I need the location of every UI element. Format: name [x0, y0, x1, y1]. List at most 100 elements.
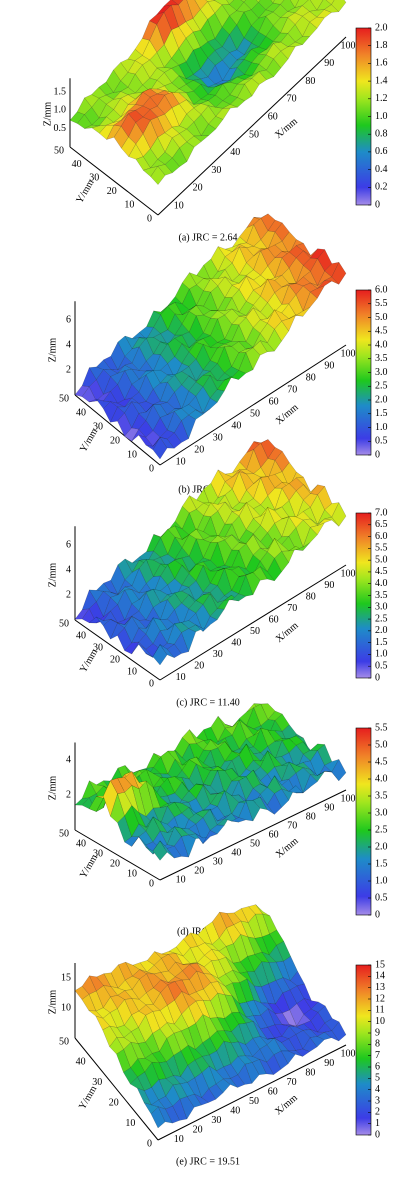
y-tick-label: 50 [59, 1036, 69, 1047]
colorbar-tick-label: 0.5 [375, 661, 388, 672]
x-tick-label: 90 [324, 360, 334, 371]
colorbar-tick-label: 0 [375, 672, 380, 683]
colorbar-tick-label: 6 [375, 1061, 380, 1072]
colorbar-tick-label: 9 [375, 1027, 380, 1038]
colorbar-tick-label: 1.2 [375, 93, 388, 104]
surface-cell [295, 476, 311, 493]
surface-cell [289, 0, 300, 9]
colorbar-tick-label: 1.5 [375, 858, 388, 869]
z-axis-label: Z/mm [47, 338, 58, 363]
y-tick-label: 10 [124, 200, 134, 211]
colorbar-tick-label: 4.0 [375, 773, 388, 784]
colorbar-tick-label: 2.0 [375, 394, 388, 405]
y-tick-label: 40 [76, 1057, 86, 1068]
x-tick-label: 10 [176, 874, 186, 885]
colorbar-tick-label: 7 [375, 1050, 380, 1061]
y-tick-label: 30 [93, 848, 103, 859]
z-axis-label: Z/mm [42, 102, 53, 127]
z-axis-label: Z/mm [47, 990, 58, 1015]
x-tick-label: 20 [193, 1124, 203, 1135]
surface-cell [272, 0, 285, 5]
surface-cell [270, 0, 275, 4]
x-tick-label: 30 [213, 432, 223, 443]
x-tick-label: 40 [231, 847, 241, 858]
surface-cell [255, 904, 271, 917]
colorbar-tick-label: 12 [375, 993, 385, 1004]
colorbar-tick-label: 2 [375, 1107, 380, 1118]
y-tick-label: 50 [59, 828, 69, 839]
colorbar-tick-label: 4.5 [375, 326, 388, 337]
surface-cell [186, 0, 201, 19]
x-axis [159, 789, 347, 881]
colorbar-tick-label: 0 [375, 449, 380, 460]
colorbar-tick-label: 5.0 [375, 739, 388, 750]
z-tick-label: 6 [66, 539, 71, 550]
colorbar-tick-label: 1 [375, 1118, 380, 1129]
surface-cell [290, 970, 305, 987]
colorbar-tick-label: 1.5 [375, 408, 388, 419]
colorbar-tick-label: 3.5 [375, 353, 388, 364]
surface-cell [331, 261, 347, 285]
colorbar-tick-label: 0 [375, 199, 380, 210]
y-tick-label: 10 [125, 1118, 135, 1129]
colorbar-tick-label: 3.0 [375, 807, 388, 818]
x-tick-label: 60 [269, 614, 279, 625]
colorbar-tick-label: 0.6 [375, 146, 388, 157]
x-tick-label: 80 [306, 591, 316, 602]
x-tick-label: 90 [324, 802, 334, 813]
x-tick-label: 90 [324, 580, 334, 591]
colorbar-tick-label: 10 [375, 1016, 385, 1027]
y-axis-label: Y/mm [78, 647, 100, 675]
y-axis [69, 146, 159, 216]
y-tick-label: 0 [147, 1138, 152, 1149]
colorbar-tick-label: 3.0 [375, 602, 388, 613]
x-tick-label: 80 [305, 76, 315, 87]
z-tick-label: 0.5 [54, 123, 67, 134]
z-tick-label: 1.5 [54, 86, 67, 97]
surface-cell [226, 0, 235, 5]
y-tick-label: 20 [110, 858, 120, 869]
x-tick-label: 70 [287, 820, 297, 831]
y-tick-label: 50 [54, 145, 64, 156]
y-tick-label: 50 [59, 618, 69, 629]
x-tick-label: 60 [268, 111, 278, 122]
y-tick-label: 40 [76, 407, 86, 418]
x-axis [157, 36, 347, 216]
x-tick-label: 10 [174, 200, 184, 211]
y-tick-label: 10 [127, 449, 137, 460]
x-tick-label: 50 [249, 129, 259, 140]
y-tick-label: 20 [110, 654, 120, 665]
x-tick-label: 80 [305, 1067, 315, 1078]
x-tick-label: 30 [213, 856, 223, 867]
colorbar-tick-label: 0 [375, 909, 380, 920]
surface-cell [331, 0, 347, 13]
surface-cell [267, 219, 283, 233]
x-tick-label: 50 [250, 408, 260, 419]
colorbar-tick-label: 1.4 [375, 75, 388, 86]
colorbar-tick-label: 3.0 [375, 367, 388, 378]
x-tick-label: 20 [194, 865, 204, 876]
colorbar-tick-label: 5.0 [375, 312, 388, 323]
x-tick-label: 30 [213, 649, 223, 660]
colorbar-tick-label: 0.5 [375, 436, 388, 447]
y-tick-label: 20 [109, 1097, 119, 1108]
x-tick-label: 70 [287, 1077, 297, 1088]
y-tick-label: 20 [107, 186, 117, 197]
x-tick-label: 10 [176, 456, 186, 467]
colorbar-tick-label: 0.5 [375, 892, 388, 903]
colorbar [355, 964, 372, 1136]
surface-cell [324, 759, 340, 773]
z-axis-label: Z/mm [47, 776, 58, 801]
colorbar-tick-label: 0 [375, 1129, 380, 1140]
y-axis-label: Y/mm [77, 1084, 99, 1112]
x-tick-label: 80 [306, 811, 316, 822]
surface-cell [163, 0, 180, 7]
colorbar-tick-label: 15 [375, 959, 385, 970]
colorbar-tick-label: 2.0 [375, 841, 388, 852]
y-tick-label: 0 [147, 213, 152, 224]
colorbar-tick-label: 5.5 [375, 543, 388, 554]
colorbar-tick-label: 5.5 [375, 722, 388, 733]
y-axis [74, 829, 161, 881]
colorbar-tick-label: 0.4 [375, 164, 388, 175]
